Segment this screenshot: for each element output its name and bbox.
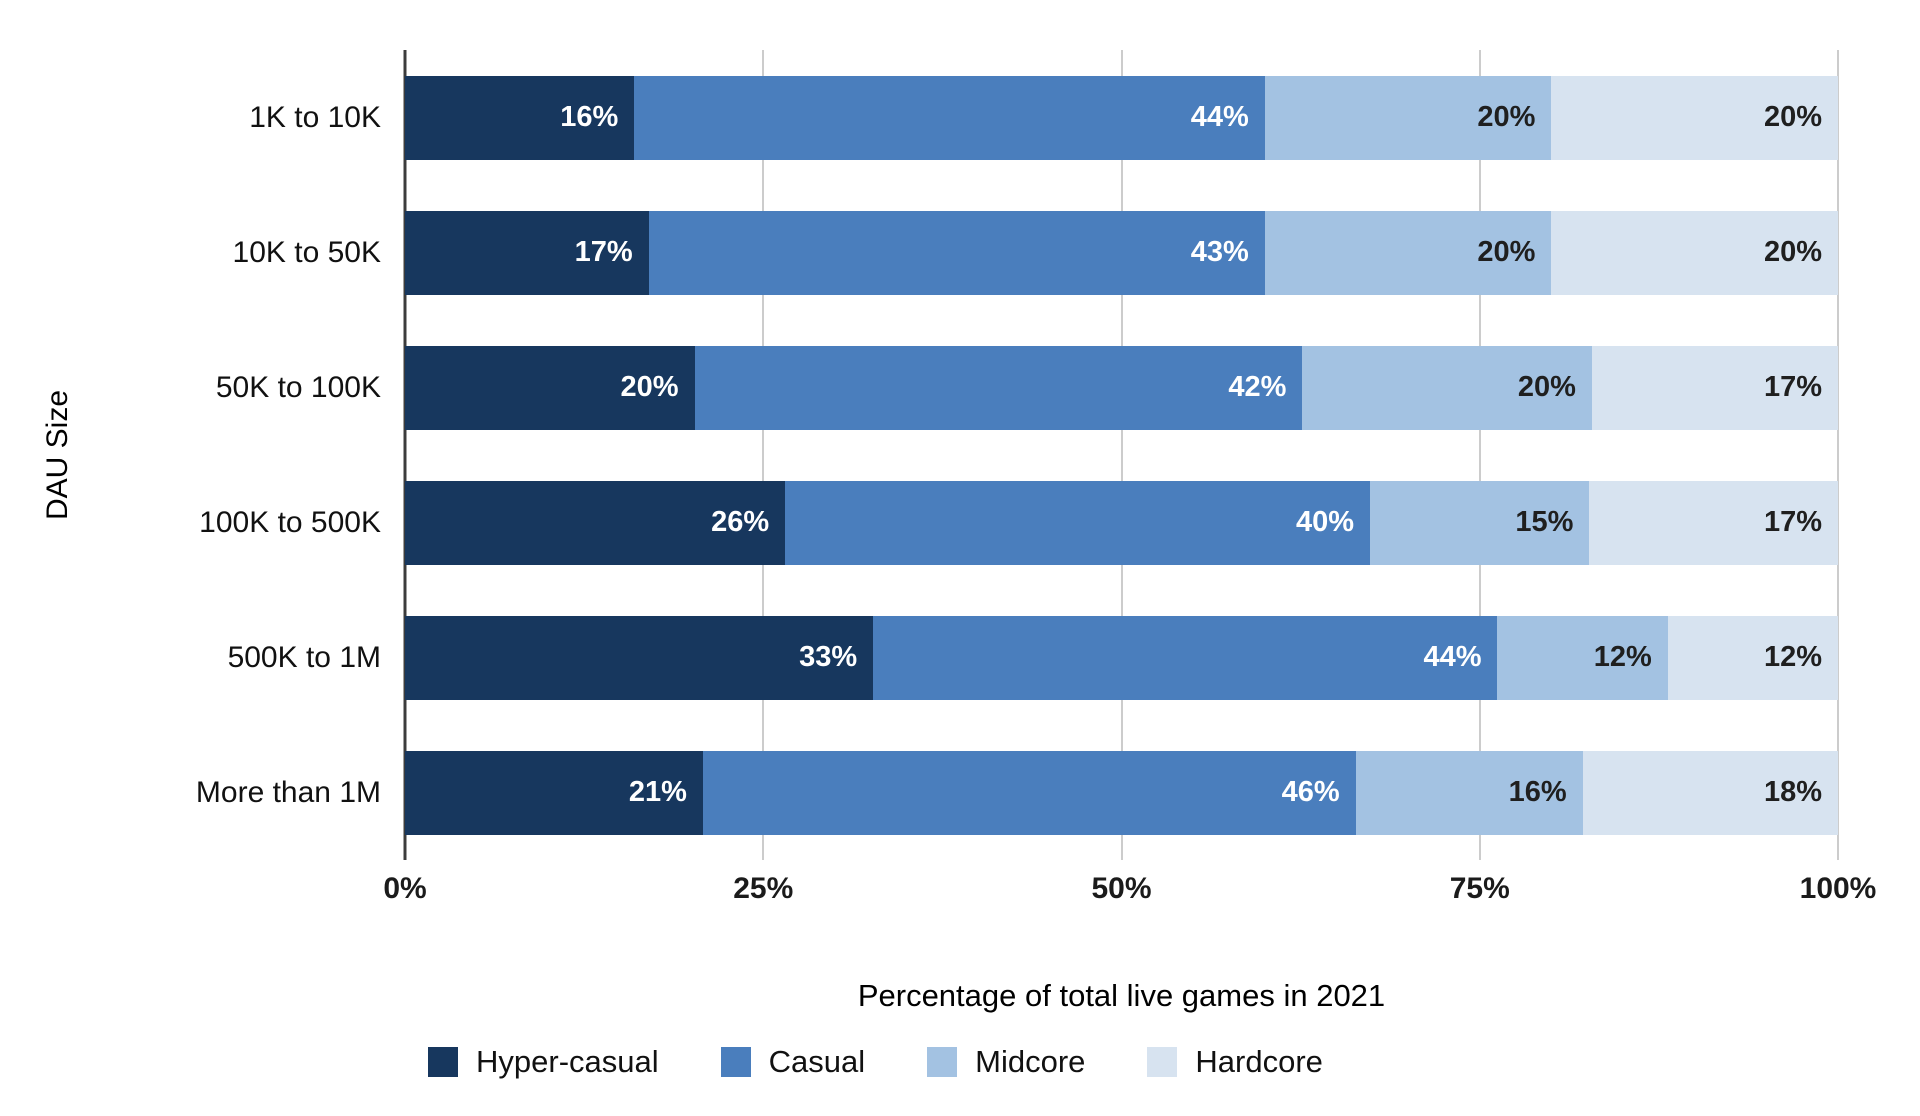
segment-value-label: 16% bbox=[1508, 776, 1567, 808]
segment-value-label: 43% bbox=[1190, 236, 1249, 268]
grid-layer bbox=[403, 50, 1839, 860]
segment-value-label: 42% bbox=[1228, 371, 1287, 403]
bar-row: 100K to 500K 26% 40% 15% 17% bbox=[0, 455, 1838, 590]
x-tick-75: 75% bbox=[1449, 872, 1510, 905]
legend-label: Hardcore bbox=[1195, 1044, 1323, 1079]
gridline-50 bbox=[1120, 50, 1123, 860]
bar-row: More than 1M 21% 46% 16% 18% bbox=[0, 725, 1839, 860]
x-axis-title: Percentage of total live games in 2021 bbox=[857, 978, 1386, 1013]
stacked-bar: 16% 44% 20% 20% bbox=[405, 75, 1838, 160]
segment-value-label: 17% bbox=[1763, 371, 1823, 403]
legend-item-midcore: Midcore bbox=[927, 1044, 1085, 1080]
gridline-25 bbox=[762, 50, 765, 860]
bar-segment-casual: 43% bbox=[648, 210, 1265, 295]
legend-label: Midcore bbox=[975, 1044, 1086, 1079]
x-tick-0: 0% bbox=[383, 872, 427, 905]
category-label: 1K to 10K bbox=[249, 100, 381, 134]
category-label: More than 1M bbox=[195, 775, 381, 809]
bar-segment-midcore: 20% bbox=[1264, 75, 1552, 160]
bar-segment-hardcore: 18% bbox=[1582, 750, 1839, 835]
segment-value-label: 20% bbox=[620, 371, 679, 403]
bar-row: 50K to 100K 20% 42% 20% 17% bbox=[0, 320, 1839, 455]
y-axis-line bbox=[403, 50, 407, 860]
legend-swatch bbox=[428, 1047, 458, 1077]
segment-value-label: 17% bbox=[1763, 506, 1822, 538]
bar-segment-hardcore: 17% bbox=[1589, 480, 1838, 565]
bar-segment-midcore: 16% bbox=[1355, 750, 1583, 835]
stacked-bar: 17% 43% 20% 20% bbox=[405, 210, 1838, 295]
x-tick-100: 100% bbox=[1799, 872, 1877, 905]
segment-value-label: 16% bbox=[560, 101, 619, 133]
bar-segment-hyper-casual: 17% bbox=[405, 210, 649, 295]
segment-value-label: 20% bbox=[1477, 236, 1536, 268]
bar-segment-casual: 40% bbox=[785, 480, 1371, 565]
x-axis-ticks: 0% 25% 50% 75% 100% bbox=[383, 872, 1876, 916]
bar-segment-hardcore: 20% bbox=[1551, 210, 1838, 295]
legend-item-hardcore: Hardcore bbox=[1147, 1044, 1323, 1080]
x-tick-25: 25% bbox=[733, 872, 794, 905]
segment-value-label: 15% bbox=[1515, 506, 1574, 538]
stacked-bar: 33% 44% 12% 12% bbox=[405, 615, 1838, 700]
stacked-bar: 20% 42% 20% 17% bbox=[405, 345, 1839, 430]
bar-segment-hyper-casual: 20% bbox=[405, 345, 695, 430]
segment-value-label: 40% bbox=[1296, 506, 1355, 538]
segment-value-label: 20% bbox=[1517, 371, 1576, 403]
bar-segment-hyper-casual: 21% bbox=[405, 750, 703, 835]
bar-segment-hyper-casual: 26% bbox=[405, 480, 786, 565]
segment-value-label: 12% bbox=[1763, 641, 1822, 673]
stacked-bar: 21% 46% 16% 18% bbox=[405, 750, 1839, 835]
bar-segment-midcore: 20% bbox=[1264, 210, 1552, 295]
gridline-75 bbox=[1478, 50, 1481, 860]
segment-value-label: 18% bbox=[1763, 776, 1823, 808]
legend-swatch bbox=[1147, 1047, 1178, 1077]
bar-segment-casual: 44% bbox=[634, 75, 1265, 160]
x-tick-50: 50% bbox=[1091, 872, 1152, 905]
segment-value-label: 20% bbox=[1763, 236, 1822, 268]
segment-value-label: 44% bbox=[1190, 101, 1249, 133]
bar-row: 10K to 50K 17% 43% 20% 20% bbox=[0, 185, 1838, 320]
bar-segment-hardcore: 17% bbox=[1591, 345, 1839, 430]
bar-segment-midcore: 20% bbox=[1302, 345, 1592, 430]
segment-value-label: 17% bbox=[574, 236, 633, 268]
legend-label: Hyper-casual bbox=[476, 1044, 659, 1079]
bar-segment-midcore: 12% bbox=[1497, 615, 1668, 700]
bar-rows: 1K to 10K 16% 44% 20% 20% 10K to 50K 17% 43% 20%… bbox=[0, 50, 1839, 860]
segment-value-label: 20% bbox=[1763, 101, 1822, 133]
legend-item-hyper-casual: Hyper-casual bbox=[428, 1044, 659, 1080]
stacked-bar: 26% 40% 15% 17% bbox=[405, 480, 1838, 565]
bar-segment-hyper-casual: 33% bbox=[405, 615, 874, 700]
category-label: 500K to 1M bbox=[227, 640, 381, 674]
bar-segment-midcore: 15% bbox=[1370, 480, 1590, 565]
legend-label: Casual bbox=[768, 1044, 866, 1079]
legend: Hyper-casual Casual Midcore Hardcore bbox=[428, 1044, 1323, 1080]
segment-value-label: 21% bbox=[628, 776, 687, 808]
bar-row: 1K to 10K 16% 44% 20% 20% bbox=[0, 50, 1838, 185]
segment-value-label: 44% bbox=[1423, 641, 1482, 673]
bar-segment-hyper-casual: 16% bbox=[405, 75, 635, 160]
category-label: 10K to 50K bbox=[232, 235, 381, 269]
gridline-100 bbox=[1837, 50, 1839, 860]
legend-item-casual: Casual bbox=[720, 1044, 866, 1080]
segment-value-label: 33% bbox=[799, 641, 858, 673]
bar-segment-casual: 46% bbox=[702, 750, 1356, 835]
category-label: 100K to 500K bbox=[199, 505, 381, 539]
legend-swatch bbox=[927, 1047, 958, 1077]
segment-value-label: 26% bbox=[711, 506, 770, 538]
segment-value-label: 12% bbox=[1593, 641, 1652, 673]
bar-segment-casual: 42% bbox=[694, 345, 1303, 430]
bar-segment-casual: 44% bbox=[873, 615, 1498, 700]
category-label: 50K to 100K bbox=[215, 370, 381, 404]
bar-row: 500K to 1M 33% 44% 12% 12% bbox=[0, 590, 1838, 725]
segment-value-label: 20% bbox=[1477, 101, 1536, 133]
bar-segment-hardcore: 12% bbox=[1667, 615, 1838, 700]
bar-segment-hardcore: 20% bbox=[1551, 75, 1838, 160]
segment-value-label: 46% bbox=[1281, 776, 1340, 808]
legend-swatch bbox=[720, 1047, 751, 1077]
